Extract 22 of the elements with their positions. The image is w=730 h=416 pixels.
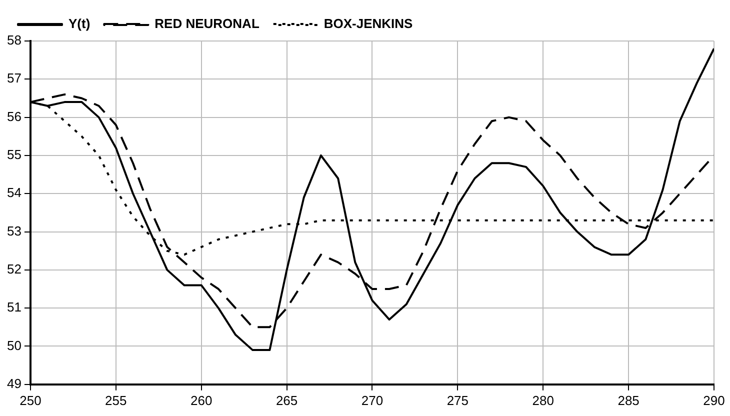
x-tick-label: 265 <box>276 392 298 408</box>
y-tick-label: 58 <box>6 32 22 48</box>
x-tick-label: 290 <box>703 392 725 408</box>
legend-label: RED NEURONAL <box>154 16 260 32</box>
x-tick-label: 285 <box>618 392 640 408</box>
legend-label: Y(t) <box>68 16 90 32</box>
x-tick-label: 280 <box>532 392 554 408</box>
y-tick-label: 54 <box>6 185 22 200</box>
y-tick-label: 56 <box>6 108 22 124</box>
y-tick-label: 50 <box>6 338 22 353</box>
x-tick-label: 270 <box>361 392 384 408</box>
y-tick-label: 52 <box>6 262 22 277</box>
y-tick-label: 57 <box>6 70 22 86</box>
y-tick-label: 53 <box>6 223 22 238</box>
y-tick-label: 55 <box>6 147 22 162</box>
y-tick-label: 49 <box>6 376 22 391</box>
x-tick-label: 255 <box>105 392 127 408</box>
x-tick-label: 250 <box>20 392 42 408</box>
legend-label: BOX-JENKINS <box>324 16 414 32</box>
x-tick-label: 275 <box>446 392 469 408</box>
x-tick-label: 260 <box>190 392 212 408</box>
y-tick-label: 51 <box>6 300 22 315</box>
